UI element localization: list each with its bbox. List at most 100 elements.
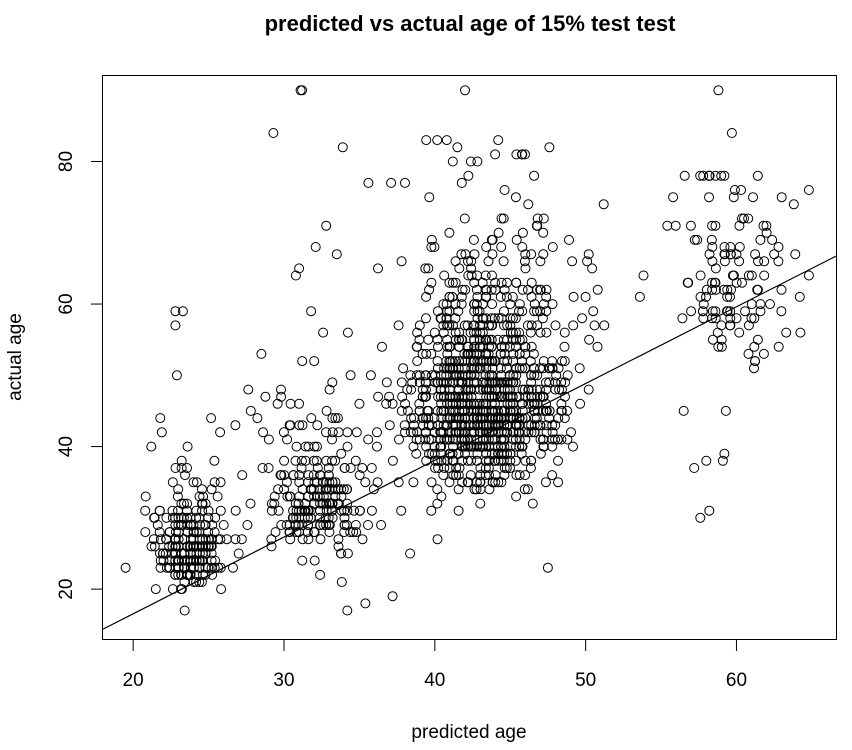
data-point — [541, 327, 552, 338]
data-point — [592, 341, 603, 352]
data-point — [746, 270, 757, 281]
data-point — [685, 220, 696, 231]
data-point — [459, 348, 470, 359]
data-point — [517, 149, 528, 160]
data-point — [465, 470, 476, 481]
data-point — [200, 541, 211, 552]
data-point — [439, 270, 450, 281]
data-point — [469, 427, 480, 438]
data-point — [155, 413, 166, 424]
data-point — [451, 463, 462, 473]
data-point — [459, 320, 470, 331]
data-point — [529, 363, 540, 374]
data-point — [414, 370, 425, 381]
data-point — [568, 441, 578, 452]
y-axis-label: actual age — [5, 313, 26, 401]
data-point — [332, 413, 343, 424]
data-point — [465, 156, 476, 167]
data-point — [598, 199, 609, 210]
data-point — [423, 420, 434, 431]
data-point — [502, 398, 513, 409]
data-point — [553, 477, 564, 488]
data-point — [499, 320, 509, 331]
data-point — [477, 313, 488, 324]
data-point — [303, 491, 314, 502]
data-point — [386, 177, 397, 188]
data-point — [638, 270, 649, 281]
data-point — [310, 242, 321, 252]
data-point — [773, 341, 784, 352]
data-point — [405, 427, 416, 438]
data-point — [303, 441, 314, 452]
data-point — [704, 192, 714, 203]
data-point — [538, 249, 549, 260]
data-point — [472, 156, 483, 167]
data-point — [450, 391, 461, 402]
data-point — [516, 448, 527, 459]
data-point — [269, 498, 280, 509]
data-point — [215, 477, 226, 488]
data-point — [245, 405, 256, 416]
data-point — [498, 256, 509, 267]
data-point — [345, 463, 356, 473]
data-point — [469, 420, 479, 431]
data-point — [170, 520, 181, 530]
data-point — [294, 398, 305, 409]
data-point — [527, 498, 538, 509]
data-point — [475, 463, 486, 473]
data-point — [803, 270, 814, 281]
data-point — [486, 370, 497, 381]
data-point — [170, 306, 181, 317]
data-point — [493, 405, 503, 416]
data-point — [321, 427, 331, 438]
data-point — [454, 356, 465, 367]
data-point — [429, 242, 440, 252]
data-point — [149, 541, 160, 552]
data-point — [517, 398, 528, 409]
data-point — [480, 270, 491, 281]
data-point — [803, 185, 814, 195]
data-point — [707, 277, 717, 288]
data-point — [499, 470, 510, 481]
data-point — [457, 398, 467, 409]
data-point — [327, 477, 338, 488]
data-point — [233, 548, 244, 559]
data-point — [354, 398, 365, 409]
data-point — [520, 341, 531, 352]
data-point — [263, 434, 274, 445]
data-point — [481, 242, 492, 252]
data-point — [487, 234, 498, 245]
data-point — [752, 334, 763, 345]
data-point — [194, 512, 205, 523]
data-point — [707, 284, 718, 295]
data-point — [567, 256, 578, 267]
data-point — [701, 291, 711, 302]
data-point — [444, 391, 455, 402]
data-point — [472, 363, 483, 374]
data-point — [508, 370, 519, 381]
data-point — [439, 463, 450, 473]
data-point — [444, 463, 455, 473]
data-point — [411, 448, 422, 459]
data-point — [460, 284, 471, 295]
data-point — [704, 170, 715, 181]
data-point — [342, 427, 353, 438]
data-point — [423, 334, 434, 345]
data-point — [421, 135, 432, 146]
data-point — [412, 356, 423, 367]
data-point — [526, 291, 537, 302]
data-point — [323, 512, 334, 523]
data-point — [387, 398, 398, 409]
data-point — [331, 249, 342, 260]
data-point — [275, 470, 286, 481]
data-point — [285, 534, 296, 545]
data-point — [707, 220, 718, 231]
data-point — [377, 341, 387, 352]
data-point — [520, 263, 531, 274]
data-point — [566, 427, 576, 438]
data-point — [260, 391, 271, 402]
data-point — [432, 498, 443, 509]
data-point — [400, 398, 411, 409]
data-point — [442, 306, 453, 317]
data-point — [318, 327, 329, 338]
